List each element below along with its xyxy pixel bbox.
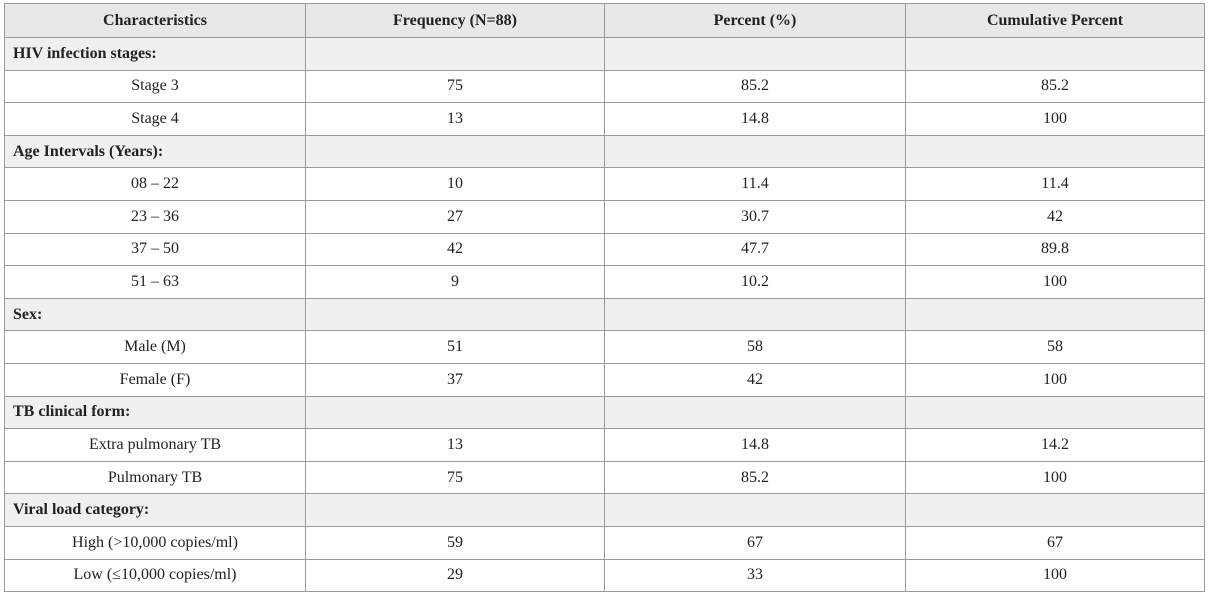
row-label: High (>10,000 copies/ml) (4, 525, 306, 560)
header-cell: Frequency (N=88) (305, 3, 605, 38)
value-cell: 29 (305, 558, 605, 593)
row-label: 51 – 63 (4, 265, 306, 299)
group-title: Age Intervals (Years): (4, 134, 306, 169)
value-cell: 14.8 (604, 428, 906, 462)
data-row: 23 – 36 27 30.7 42 (4, 199, 1205, 234)
row-label: Stage 3 (4, 69, 306, 104)
empty-cell (905, 134, 1205, 169)
empty-cell (905, 395, 1205, 430)
value-cell: 100 (905, 265, 1205, 299)
header-cell: Characteristics (4, 3, 306, 38)
value-cell: 89.8 (905, 232, 1205, 267)
value-cell: 42 (604, 362, 906, 397)
data-row: Pulmonary TB 75 85.2 100 (4, 460, 1205, 495)
empty-cell (905, 297, 1205, 332)
value-cell: 67 (905, 525, 1205, 560)
data-row: 51 – 63 9 10.2 100 (4, 265, 1205, 299)
data-row: High (>10,000 copies/ml) 59 67 67 (4, 525, 1205, 560)
value-cell: 58 (604, 330, 906, 364)
value-cell: 58 (905, 330, 1205, 364)
empty-cell (604, 493, 906, 527)
value-cell: 100 (905, 362, 1205, 397)
value-cell: 100 (905, 558, 1205, 593)
empty-cell (604, 297, 906, 332)
group-title: TB clinical form: (4, 395, 306, 430)
empty-cell (305, 297, 605, 332)
value-cell: 75 (305, 460, 605, 495)
row-label: 37 – 50 (4, 232, 306, 267)
group-title: Viral load category: (4, 493, 306, 527)
group-title: HIV infection stages: (4, 37, 306, 71)
row-label: Pulmonary TB (4, 460, 306, 495)
empty-cell (305, 37, 605, 71)
group-row: Age Intervals (Years): (4, 134, 1205, 169)
empty-cell (905, 493, 1205, 527)
value-cell: 13 (305, 102, 605, 136)
value-cell: 47.7 (604, 232, 906, 267)
data-row: 37 – 50 42 47.7 89.8 (4, 232, 1205, 267)
header-cell: Cumulative Percent (905, 3, 1205, 38)
value-cell: 27 (305, 199, 605, 234)
row-label: Male (M) (4, 330, 306, 364)
data-row: Female (F) 37 42 100 (4, 362, 1205, 397)
value-cell: 51 (305, 330, 605, 364)
value-cell: 85.2 (604, 69, 906, 104)
value-cell: 9 (305, 265, 605, 299)
value-cell: 75 (305, 69, 605, 104)
table-body: HIV infection stages: Stage 3 75 85.2 85.2 St… (4, 37, 1205, 593)
value-cell: 37 (305, 362, 605, 397)
value-cell: 100 (905, 102, 1205, 136)
value-cell: 33 (604, 558, 906, 593)
value-cell: 14.2 (905, 428, 1205, 462)
value-cell: 30.7 (604, 199, 906, 234)
row-label: Low (≤10,000 copies/ml) (4, 558, 306, 593)
value-cell: 10 (305, 167, 605, 201)
value-cell: 11.4 (905, 167, 1205, 201)
value-cell: 13 (305, 428, 605, 462)
data-row: Stage 3 75 85.2 85.2 (4, 69, 1205, 104)
data-row: Low (≤10,000 copies/ml) 29 33 100 (4, 558, 1205, 593)
empty-cell (604, 37, 906, 71)
value-cell: 67 (604, 525, 906, 560)
row-label: Stage 4 (4, 102, 306, 136)
value-cell: 59 (305, 525, 605, 560)
row-label: Female (F) (4, 362, 306, 397)
group-title: Sex: (4, 297, 306, 332)
data-row: Male (M) 51 58 58 (4, 330, 1205, 364)
row-label: 23 – 36 (4, 199, 306, 234)
data-row: 08 – 22 10 11.4 11.4 (4, 167, 1205, 201)
data-row: Stage 4 13 14.8 100 (4, 102, 1205, 136)
empty-cell (905, 37, 1205, 71)
value-cell: 100 (905, 460, 1205, 495)
group-row: TB clinical form: (4, 395, 1205, 430)
empty-cell (305, 395, 605, 430)
value-cell: 14.8 (604, 102, 906, 136)
value-cell: 42 (905, 199, 1205, 234)
empty-cell (305, 493, 605, 527)
value-cell: 42 (305, 232, 605, 267)
row-label: 08 – 22 (4, 167, 306, 201)
header-row: Characteristics Frequency (N=88) Percent (… (4, 3, 1205, 38)
group-row: HIV infection stages: (4, 37, 1205, 71)
data-row: Extra pulmonary TB 13 14.8 14.2 (4, 428, 1205, 462)
data-table: Characteristics Frequency (N=88) Percent (… (4, 3, 1205, 593)
empty-cell (604, 134, 906, 169)
value-cell: 85.2 (905, 69, 1205, 104)
empty-cell (604, 395, 906, 430)
group-row: Sex: (4, 297, 1205, 332)
value-cell: 85.2 (604, 460, 906, 495)
row-label: Extra pulmonary TB (4, 428, 306, 462)
value-cell: 11.4 (604, 167, 906, 201)
value-cell: 10.2 (604, 265, 906, 299)
group-row: Viral load category: (4, 493, 1205, 527)
header-cell: Percent (%) (604, 3, 906, 38)
empty-cell (305, 134, 605, 169)
